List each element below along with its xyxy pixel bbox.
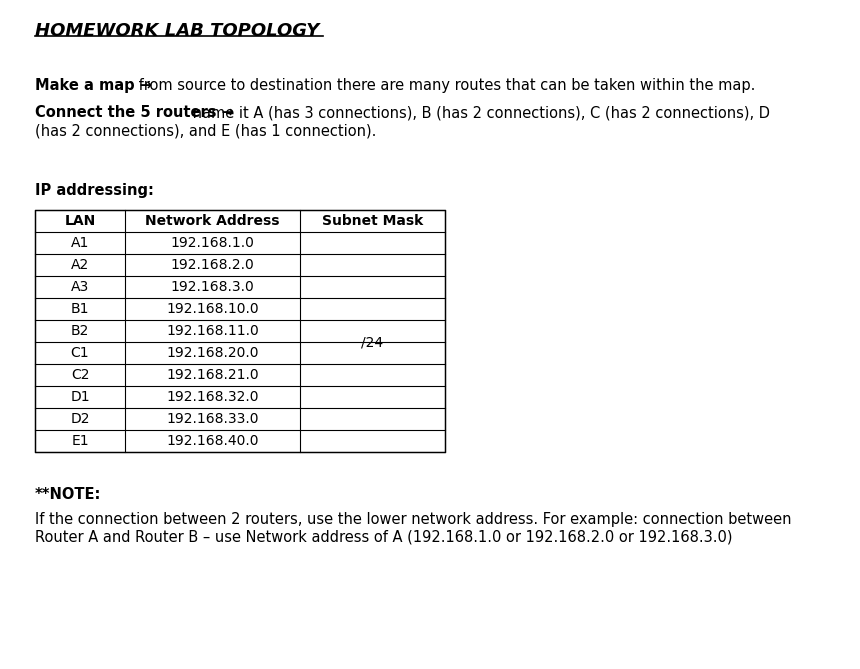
Text: A3: A3 xyxy=(71,280,89,294)
Text: B2: B2 xyxy=(71,324,89,338)
Text: **NOTE:: **NOTE: xyxy=(35,487,101,502)
Text: Network Address: Network Address xyxy=(145,214,280,228)
Text: B1: B1 xyxy=(71,302,89,316)
Text: D1: D1 xyxy=(71,390,89,404)
Text: from source to destination there are many routes that can be taken within the ma: from source to destination there are man… xyxy=(134,78,755,93)
Text: C1: C1 xyxy=(71,346,89,360)
Text: C2: C2 xyxy=(71,368,89,382)
Text: If the connection between 2 routers, use the lower network address. For example:: If the connection between 2 routers, use… xyxy=(35,512,791,527)
Text: 192.168.20.0: 192.168.20.0 xyxy=(166,346,259,360)
Text: 192.168.33.0: 192.168.33.0 xyxy=(166,412,259,426)
Text: Subnet Mask: Subnet Mask xyxy=(322,214,423,228)
Text: A2: A2 xyxy=(71,258,89,272)
Text: 192.168.21.0: 192.168.21.0 xyxy=(166,368,259,382)
Text: 192.168.32.0: 192.168.32.0 xyxy=(166,390,259,404)
Text: Router A and Router B – use Network address of A (192.168.1.0 or 192.168.2.0 or : Router A and Router B – use Network addr… xyxy=(35,530,733,545)
Text: Connect the 5 routers →: Connect the 5 routers → xyxy=(35,105,234,120)
Text: Make a map →: Make a map → xyxy=(35,78,152,93)
Text: LAN: LAN xyxy=(64,214,95,228)
Text: E1: E1 xyxy=(71,434,89,448)
Text: HOMEWORK LAB TOPOLOGY: HOMEWORK LAB TOPOLOGY xyxy=(35,22,319,40)
Text: 192.168.40.0: 192.168.40.0 xyxy=(166,434,259,448)
Text: 192.168.3.0: 192.168.3.0 xyxy=(170,280,255,294)
Text: 192.168.2.0: 192.168.2.0 xyxy=(170,258,255,272)
Text: /24: /24 xyxy=(361,335,384,349)
Text: D2: D2 xyxy=(71,412,89,426)
Text: 192.168.11.0: 192.168.11.0 xyxy=(166,324,259,338)
Text: name it A (has 3 connections), B (has 2 connections), C (has 2 connections), D: name it A (has 3 connections), B (has 2 … xyxy=(188,105,770,120)
Text: IP addressing:: IP addressing: xyxy=(35,183,154,198)
Text: (has 2 connections), and E (has 1 connection).: (has 2 connections), and E (has 1 connec… xyxy=(35,123,377,138)
Text: A1: A1 xyxy=(71,236,89,250)
Text: 192.168.1.0: 192.168.1.0 xyxy=(170,236,255,250)
Text: 192.168.10.0: 192.168.10.0 xyxy=(166,302,259,316)
